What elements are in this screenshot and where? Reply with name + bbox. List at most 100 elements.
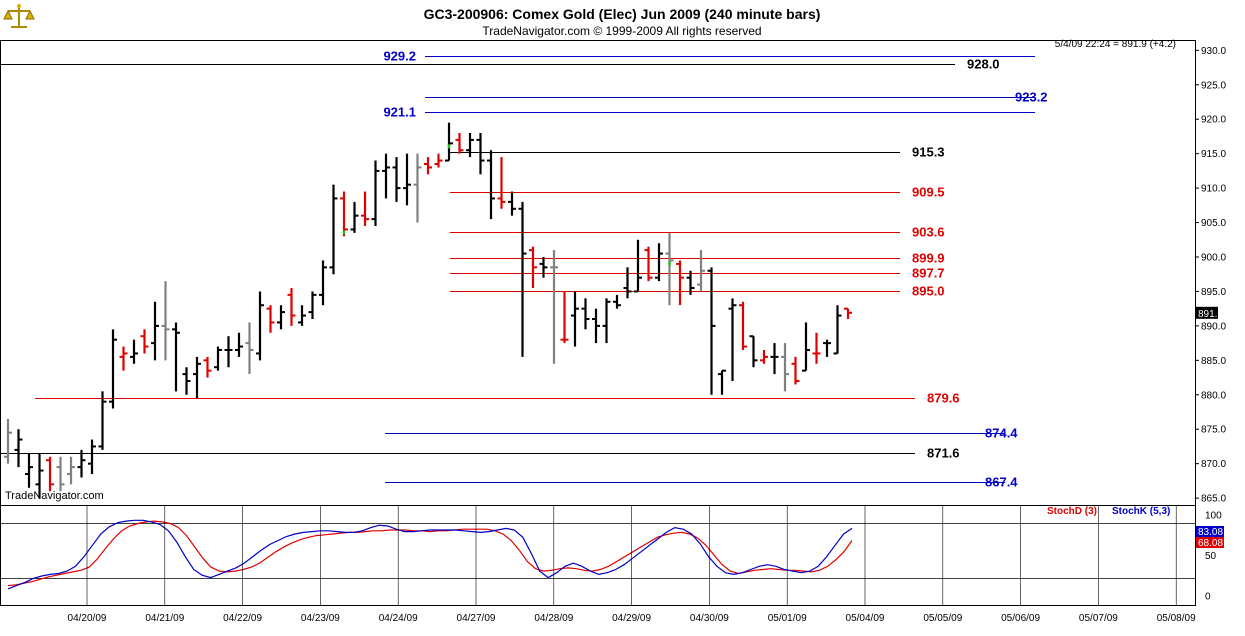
copyright-text: TradeNavigator.com © 1999-2009 All right… — [482, 24, 761, 38]
date-tick-label: 04/20/09 — [68, 613, 107, 624]
level-label: 915.3 — [912, 145, 945, 160]
ohlc-bar — [445, 122, 453, 162]
price-tick-label: 905.0 — [1201, 218, 1226, 229]
chart-title: GC3-200906: Comex Gold (Elec) Jun 2009 (… — [424, 6, 821, 22]
ohlc-bar — [424, 157, 432, 175]
date-tick-label: 04/24/09 — [379, 613, 418, 624]
price-tick-label: 925.0 — [1201, 80, 1226, 91]
ohlc-bar — [287, 288, 296, 326]
date-tick-label: 05/06/09 — [1001, 613, 1040, 624]
ohlc-bar-signal — [668, 261, 671, 266]
ohlc-bar — [151, 301, 159, 361]
level-label: 871.6 — [927, 446, 960, 461]
ohlc-bar — [203, 356, 212, 378]
price-tick-label: 870.0 — [1201, 459, 1226, 470]
ohlc-bar — [98, 391, 107, 450]
ohlc-bar — [676, 260, 684, 306]
date-tick-label: 04/23/09 — [301, 613, 340, 624]
stoch-tick-label: 50 — [1205, 551, 1217, 562]
ohlc-bar — [560, 291, 569, 344]
ohlc-bar — [193, 356, 201, 399]
ohlc-bar — [119, 346, 128, 371]
ohlc-bar — [56, 456, 65, 492]
price-tick-label: 875.0 — [1201, 425, 1226, 436]
price-tick-label: 885.0 — [1201, 356, 1226, 367]
ohlc-bar — [571, 291, 579, 347]
ohlc-bar — [88, 439, 96, 474]
ohlc-bar — [413, 153, 422, 223]
level-label: 929.2 — [383, 49, 416, 64]
date-tick-label: 04/28/09 — [534, 613, 573, 624]
ohlc-bar — [476, 133, 485, 175]
scales-icon — [3, 2, 35, 32]
ohlc-bar — [319, 260, 327, 306]
ohlc-bar — [392, 157, 401, 202]
ohlc-bar-signal — [447, 144, 451, 149]
ohlc-bar — [802, 322, 810, 372]
ohlc-bar — [67, 456, 75, 485]
ohlc-bar — [739, 301, 747, 350]
ohlc-bar — [781, 343, 789, 392]
ohlc-bar — [833, 305, 842, 355]
price-tick-label: 890.0 — [1201, 321, 1226, 332]
stoch-tick-label: 100 — [1205, 511, 1222, 522]
ohlc-bar — [277, 305, 285, 330]
date-tick-label: 05/05/09 — [923, 613, 962, 624]
ohlc-bar — [539, 257, 548, 278]
watermark-text: TradeNavigator.com — [5, 490, 104, 502]
stoch-legend-label: StochD (3) — [1047, 506, 1097, 517]
ohlc-bar — [518, 201, 527, 357]
ohlc-bar — [371, 160, 380, 226]
ohlc-bar — [329, 184, 338, 275]
date-tick-label: 05/08/09 — [1157, 613, 1196, 624]
ohlc-bar — [707, 267, 716, 395]
ohlc-bar — [508, 191, 516, 216]
price-tick-label: 880.0 — [1201, 390, 1226, 401]
ohlc-bar — [256, 291, 264, 361]
level-label: 879.6 — [927, 391, 960, 406]
level-label: 895.0 — [912, 284, 945, 299]
stochastic-pane: 100 50 0 StochD (3) 68.08 StochK (5,3) 83.08 — [0, 505, 1224, 606]
ohlc-bar-signal — [342, 230, 346, 235]
stoch-line-k — [7, 519, 853, 590]
ohlc-bar — [602, 298, 611, 344]
level-label: 903.6 — [912, 225, 945, 240]
level-label: 867.4 — [985, 475, 1018, 490]
ohlc-bar — [130, 339, 138, 364]
last-price-value: 891.9 — [1198, 309, 1223, 320]
ohlc-bar — [455, 133, 464, 154]
stoch-tick-label: 0 — [1205, 591, 1211, 602]
ohlc-bar — [718, 369, 726, 395]
date-tick-label: 04/21/09 — [145, 613, 184, 624]
ohlc-bar — [14, 429, 23, 468]
level-label: 923.2 — [1015, 90, 1048, 105]
level-label: 874.4 — [985, 426, 1018, 441]
stoch-pane-border — [0, 505, 1196, 606]
price-pane: 930.0 925.0 920.0 915.0 910.0 905.0 900.0 895.0… — [0, 40, 1226, 506]
ohlc-bar — [497, 157, 506, 209]
ohlc-bar — [266, 305, 275, 333]
ohlc-bar — [235, 332, 243, 357]
ohlc-bar — [665, 232, 674, 306]
price-tick-label: 865.0 — [1201, 494, 1226, 505]
ohlc-bar — [634, 239, 642, 293]
ohlc-bar — [382, 153, 390, 199]
ohlc-bar — [340, 191, 348, 237]
price-tick-label: 895.0 — [1201, 287, 1226, 298]
ohlc-bar — [77, 449, 86, 478]
date-tick-label: 04/29/09 — [612, 613, 651, 624]
ohlc-bar — [25, 453, 33, 488]
stoch-value-flag — [1196, 537, 1224, 548]
ohlc-bar — [487, 150, 495, 220]
stoch-legend-label: StochK (5,3) — [1112, 506, 1170, 517]
date-tick-label: 05/07/09 — [1079, 613, 1118, 624]
ohlc-bar — [161, 281, 170, 361]
stoch-value-flag — [1196, 526, 1224, 537]
price-tick-label: 915.0 — [1201, 149, 1226, 160]
ohlc-bar — [812, 332, 821, 364]
level-label: 921.1 — [383, 105, 416, 120]
ohlc-bar — [109, 329, 117, 409]
ohlc-bar — [434, 153, 443, 168]
ohlc-bar — [214, 346, 222, 371]
